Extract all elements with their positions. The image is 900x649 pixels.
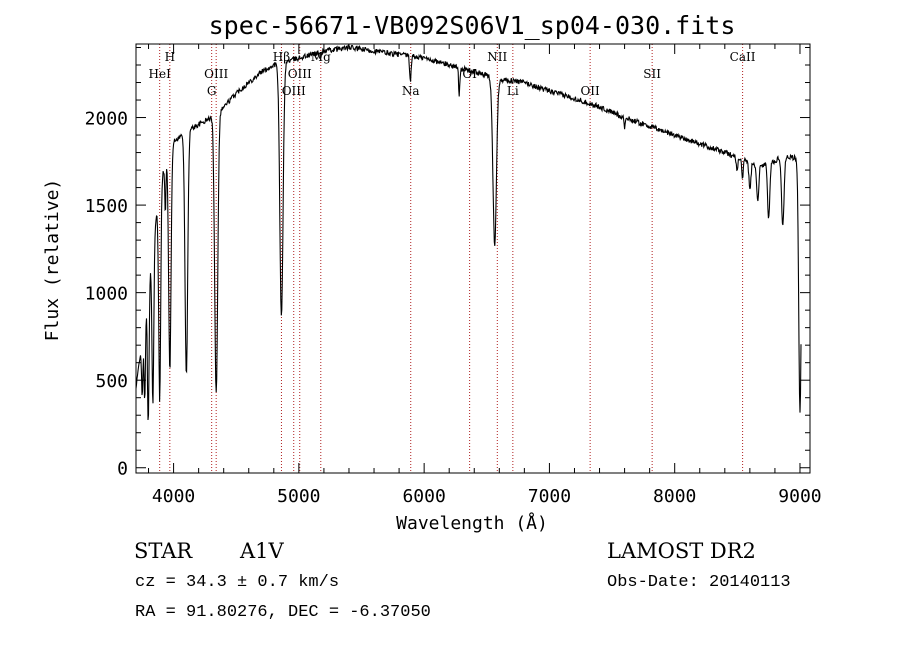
x-tick-label: 6000 [402,486,445,507]
x-tick-label: 7000 [528,486,571,507]
y-tick-label: 500 [95,371,128,392]
survey-name: LAMOST DR2 [607,539,756,563]
y-tick-label: 1000 [85,284,128,305]
line-marker-label: Hβ [273,50,290,64]
observation-date: Obs-Date: 20140113 [607,573,791,592]
line-marker-label: Li [507,84,519,98]
line-marker-label: CaII [730,50,756,64]
line-marker-label: SII [643,67,661,81]
x-axis-label: Wavelength (Å) [396,512,548,534]
x-tick-label: 4000 [152,486,195,507]
line-marker-label: Na [402,84,420,98]
y-tick-label: 0 [117,459,128,480]
y-tick-label: 1500 [85,196,128,217]
y-axis: 0 500 1000 1500 2000 [85,47,810,480]
line-marker-label: OIII [288,67,312,81]
spectral-subclass: A1V [240,539,284,563]
x-axis: 4000 5000 6000 7000 8000 9000 [148,44,822,507]
chart-title: spec-56671-VB092S06V1_sp04-030.fits [209,11,736,40]
x-tick-label: 5000 [277,486,320,507]
plot-frame [135,43,811,474]
y-axis-label: Flux (relative) [42,179,63,342]
redshift-cz: cz = 34.3 ± 0.7 km/s [135,573,340,592]
line-marker-label: H [165,50,175,64]
line-marker-label: OIII [282,84,306,98]
line-marker-label: NII [487,50,507,64]
y-tick-label: 2000 [85,109,128,130]
line-marker-label: OII [580,84,600,98]
object-class: STAR [134,539,193,563]
x-tick-label: 8000 [653,486,696,507]
spectrum-series [135,44,802,421]
line-marker-label: HeI [149,67,172,81]
ra-dec-coordinates: RA = 91.80276, DEC = -6.37050 [135,603,431,622]
line-marker-label: OIII [204,67,228,81]
line-marker-label: G [207,84,217,98]
x-tick-label: 9000 [778,486,821,507]
flux-line [135,44,802,421]
